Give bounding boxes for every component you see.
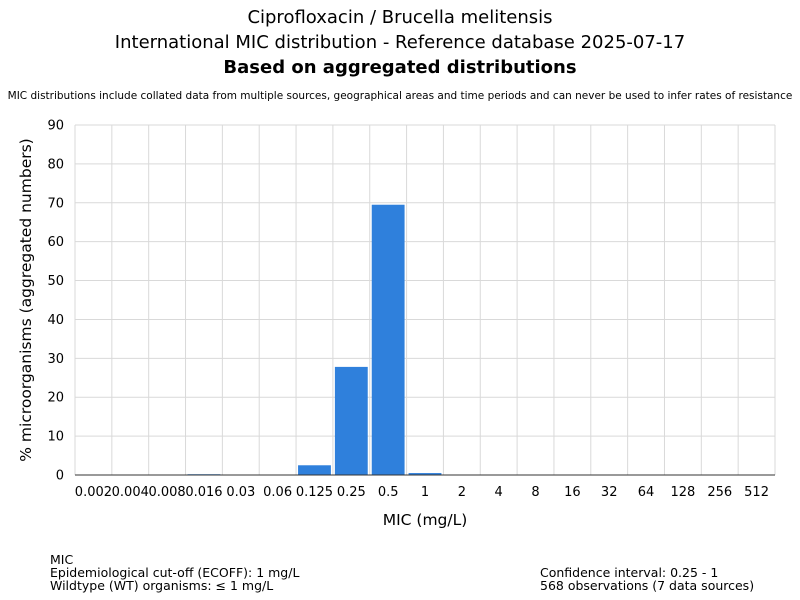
bar-0.25 <box>334 366 368 475</box>
y-tick-label: 80 <box>47 157 64 172</box>
x-tick-label: 0.5 <box>378 485 399 500</box>
x-tick-label: 0.25 <box>337 485 366 500</box>
x-tick-label: 0.008 <box>148 485 185 500</box>
bar-1 <box>408 473 442 475</box>
y-tick-label: 60 <box>47 235 64 250</box>
x-tick-label: 1 <box>421 485 429 500</box>
x-tick-label: 512 <box>744 485 769 500</box>
x-tick-label: 32 <box>601 485 618 500</box>
y-tick-label: 0 <box>56 469 64 484</box>
footer-left-line-3: Wildtype (WT) organisms: ≤ 1 mg/L <box>50 578 274 593</box>
x-tick-label: 64 <box>638 485 655 500</box>
x-tick-label: 0.016 <box>185 485 222 500</box>
y-tick-label: 90 <box>47 119 64 134</box>
chart-title-line-2: International MIC distribution - Referen… <box>114 32 686 53</box>
footer-right: Confidence interval: 0.25 - 1 568 observ… <box>540 566 754 592</box>
footer-left-line-2: Epidemiological cut-off (ECOFF): 1 mg/L <box>50 565 300 580</box>
x-tick-label: 0.03 <box>226 485 255 500</box>
x-tick-label: 256 <box>707 485 732 500</box>
y-axis-title: % microorganisms (aggregated numbers) <box>17 138 35 461</box>
footer-right-line-2: 568 observations (7 data sources) <box>540 578 755 593</box>
x-tick-label: 0.06 <box>263 485 292 500</box>
y-tick-label: 40 <box>47 313 64 328</box>
y-tick-label: 70 <box>47 196 64 211</box>
x-axis-title: MIC (mg/L) <box>383 511 468 529</box>
footer-right-line-1: Confidence interval: 0.25 - 1 <box>540 565 719 580</box>
x-tick-label: 0.002 <box>75 485 112 500</box>
x-tick-label: 0.125 <box>296 485 333 500</box>
bar-0.125 <box>298 465 331 475</box>
y-tick-label: 50 <box>47 274 64 289</box>
x-tick-label: 4 <box>495 485 503 500</box>
y-tick-label: 10 <box>47 430 64 445</box>
chart-title-line-1: Ciprofloxacin / Brucella melitensis <box>247 7 553 28</box>
x-tick-label: 0.004 <box>112 485 149 500</box>
x-tick-label: 2 <box>458 485 466 500</box>
disclaimer-note: MIC distributions include collated data … <box>7 90 793 102</box>
x-tick-label: 128 <box>670 485 695 500</box>
footer-left-line-1: MIC <box>50 552 74 567</box>
x-tick-label: 16 <box>564 485 581 500</box>
x-tick-label: 8 <box>531 485 539 500</box>
bar-0.5 <box>371 204 405 475</box>
y-tick-label: 20 <box>47 391 64 406</box>
y-tick-label: 30 <box>47 352 64 367</box>
footer-left: MIC Epidemiological cut-off (ECOFF): 1 m… <box>50 553 299 592</box>
chart-subtitle: Based on aggregated distributions <box>223 57 577 78</box>
